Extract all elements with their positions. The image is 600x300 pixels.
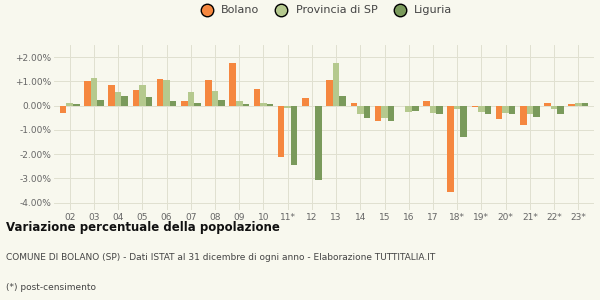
Bar xyxy=(381,106,388,118)
Bar xyxy=(478,106,485,112)
Bar xyxy=(163,80,170,106)
Bar xyxy=(97,100,104,106)
Bar xyxy=(115,92,121,106)
Bar xyxy=(436,106,443,114)
Bar xyxy=(423,101,430,106)
Bar xyxy=(340,96,346,106)
Bar xyxy=(205,80,212,106)
Text: Variazione percentuale della popolazione: Variazione percentuale della popolazione xyxy=(6,220,280,233)
Bar xyxy=(236,101,242,106)
Bar xyxy=(472,106,478,107)
Bar xyxy=(121,96,128,106)
Bar xyxy=(67,103,73,106)
Text: COMUNE DI BOLANO (SP) - Dati ISTAT al 31 dicembre di ogni anno - Elaborazione TU: COMUNE DI BOLANO (SP) - Dati ISTAT al 31… xyxy=(6,254,435,262)
Bar xyxy=(133,90,139,106)
Bar xyxy=(496,106,502,119)
Bar xyxy=(509,106,515,114)
Bar xyxy=(581,103,588,106)
Bar xyxy=(291,106,298,165)
Bar xyxy=(430,106,436,113)
Bar xyxy=(60,106,67,113)
Bar xyxy=(146,97,152,106)
Bar xyxy=(267,104,273,106)
Bar xyxy=(350,103,357,106)
Bar xyxy=(194,103,200,106)
Bar xyxy=(333,63,340,106)
Bar xyxy=(188,92,194,106)
Bar xyxy=(527,106,533,114)
Bar xyxy=(485,106,491,114)
Bar xyxy=(109,85,115,106)
Bar xyxy=(533,106,539,117)
Bar xyxy=(73,104,80,106)
Bar xyxy=(84,81,91,106)
Legend: Bolano, Provincia di SP, Liguria: Bolano, Provincia di SP, Liguria xyxy=(191,1,457,20)
Bar xyxy=(357,106,364,114)
Bar xyxy=(364,106,370,118)
Bar xyxy=(406,106,412,112)
Bar xyxy=(502,106,509,113)
Bar xyxy=(170,101,176,106)
Bar xyxy=(557,106,564,114)
Bar xyxy=(375,106,381,122)
Bar xyxy=(254,89,260,106)
Bar xyxy=(229,63,236,106)
Bar xyxy=(181,101,188,106)
Bar xyxy=(242,104,249,106)
Bar xyxy=(218,100,225,106)
Bar xyxy=(326,80,333,106)
Bar xyxy=(388,106,394,122)
Bar xyxy=(157,79,163,106)
Bar xyxy=(520,106,527,125)
Bar xyxy=(315,106,322,180)
Bar xyxy=(575,103,581,106)
Bar xyxy=(460,106,467,137)
Bar xyxy=(544,103,551,106)
Bar xyxy=(448,106,454,192)
Bar xyxy=(568,104,575,106)
Bar xyxy=(454,106,460,109)
Bar xyxy=(260,103,267,106)
Bar xyxy=(91,78,97,106)
Bar xyxy=(551,106,557,109)
Bar xyxy=(212,91,218,106)
Bar xyxy=(302,98,308,106)
Bar xyxy=(412,106,419,110)
Bar xyxy=(284,106,291,108)
Bar xyxy=(278,106,284,157)
Bar xyxy=(139,85,146,106)
Text: (*) post-censimento: (*) post-censimento xyxy=(6,284,96,292)
